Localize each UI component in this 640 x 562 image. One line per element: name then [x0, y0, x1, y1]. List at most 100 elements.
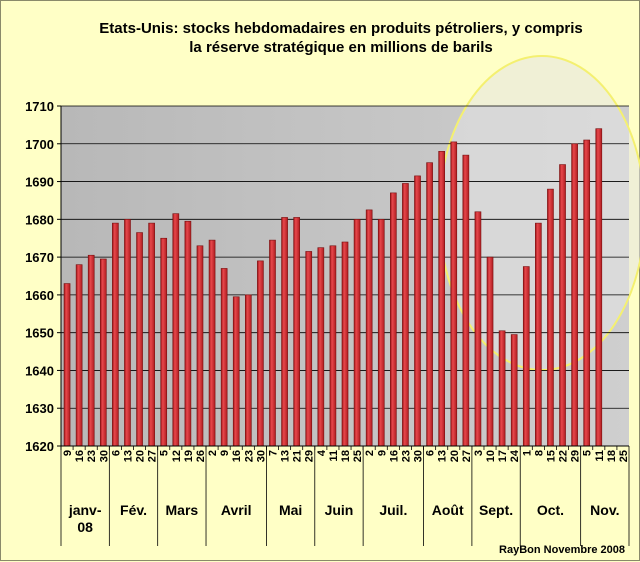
- x-tick-label: 23: [243, 450, 255, 462]
- bar: [414, 175, 421, 447]
- x-tick-label: 23: [86, 450, 98, 462]
- x-tick-label: 9: [376, 450, 388, 456]
- x-tick-label: 4: [316, 449, 328, 456]
- x-tick-label: 13: [280, 450, 292, 462]
- y-tick-label: 1630: [25, 401, 54, 416]
- y-tick-label: 1700: [25, 137, 54, 152]
- month-label: Mars: [166, 502, 199, 518]
- x-tick-label: 12: [171, 450, 183, 462]
- bar: [293, 217, 300, 447]
- x-tick-label: 13: [437, 450, 449, 462]
- bar: [583, 139, 591, 447]
- bar: [124, 219, 131, 447]
- y-tick-label: 1660: [25, 288, 54, 303]
- bar: [450, 141, 458, 447]
- bar: [329, 245, 337, 447]
- bar: [220, 268, 228, 447]
- x-tick-label: 5: [582, 450, 594, 456]
- month-label: Juin: [325, 502, 354, 518]
- x-tick-label: 11: [328, 450, 340, 462]
- x-tick-label: 9: [62, 450, 74, 456]
- x-tick-label: 18: [340, 450, 352, 462]
- x-tick-label: 10: [485, 450, 497, 462]
- x-tick-label: 16: [231, 450, 243, 462]
- x-tick-label: 19: [183, 450, 195, 462]
- month-label: 08: [77, 519, 93, 535]
- y-tick-label: 1650: [25, 326, 54, 341]
- y-tick-label: 1670: [25, 250, 54, 265]
- bar: [365, 209, 373, 447]
- bar: [317, 247, 325, 447]
- bar: [595, 128, 603, 447]
- month-label: Oct.: [537, 502, 564, 518]
- month-label: Mai: [279, 502, 302, 518]
- bar: [208, 239, 216, 447]
- x-tick-label: 7: [267, 450, 279, 456]
- month-label: Fév.: [120, 502, 147, 518]
- credit-annotation: RayBon Novembre 2008: [499, 544, 625, 556]
- month-label: Juil.: [379, 502, 407, 518]
- month-label: janv-: [68, 502, 102, 518]
- y-tick-label: 1710: [25, 99, 54, 114]
- month-label: Sept.: [479, 502, 513, 518]
- bar: [269, 239, 276, 447]
- chart-title-line-2: la réserve stratégique en millions de ba…: [189, 39, 492, 56]
- bar: [341, 241, 349, 447]
- bar: [305, 251, 313, 447]
- x-tick-label: 23: [400, 450, 412, 462]
- x-tick-label: 30: [255, 450, 267, 462]
- bar: [136, 232, 143, 447]
- bar: [474, 211, 482, 447]
- bar: [535, 222, 542, 447]
- bar: [438, 151, 446, 447]
- x-tick-label: 16: [388, 450, 400, 462]
- y-tick-label: 1620: [25, 439, 54, 454]
- x-tick-label: 3: [473, 450, 485, 456]
- x-tick-label: 26: [195, 450, 207, 462]
- y-tick-label: 1690: [25, 175, 54, 190]
- bar: [63, 283, 71, 447]
- y-tick-label: 1640: [25, 363, 54, 378]
- bar: [184, 220, 192, 447]
- bar: [498, 330, 506, 447]
- x-tick-label: 25: [618, 450, 630, 462]
- bar: [547, 188, 554, 447]
- x-tick-label: 29: [304, 450, 316, 462]
- x-tick-label: 17: [497, 450, 509, 462]
- bar: [486, 256, 494, 447]
- bar: [148, 222, 155, 447]
- x-tick-label: 11: [594, 450, 606, 462]
- bar: [87, 254, 95, 447]
- bar: [160, 237, 168, 447]
- bar: [75, 264, 83, 447]
- bar: [244, 294, 252, 447]
- x-tick-label: 29: [570, 450, 582, 462]
- bar: [559, 164, 566, 447]
- bar: [522, 266, 530, 447]
- x-tick-label: 16: [74, 450, 86, 462]
- x-tick-label: 20: [135, 450, 147, 462]
- x-tick-label: 21: [292, 450, 304, 462]
- chart-title-line-1: Etats-Unis: stocks hebdomadaires en prod…: [99, 20, 582, 37]
- x-tick-label: 2: [364, 450, 376, 456]
- bar: [462, 154, 470, 447]
- bar: [402, 183, 409, 447]
- month-label: Août: [432, 502, 464, 518]
- x-tick-label: 30: [98, 450, 110, 462]
- bar: [281, 217, 288, 447]
- x-tick-label: 6: [425, 450, 437, 456]
- month-label: Nov.: [590, 502, 619, 518]
- bar: [232, 296, 240, 447]
- bar: [353, 219, 361, 447]
- bar: [426, 162, 433, 447]
- bar: [510, 334, 518, 447]
- x-tick-label: 18: [606, 450, 618, 462]
- bar: [172, 213, 180, 447]
- bar: [112, 222, 119, 447]
- x-tick-label: 8: [533, 450, 545, 456]
- x-tick-label: 2: [207, 450, 219, 456]
- bar: [377, 219, 385, 447]
- x-tick-label: 20: [449, 450, 461, 462]
- x-tick-label: 5: [159, 450, 171, 456]
